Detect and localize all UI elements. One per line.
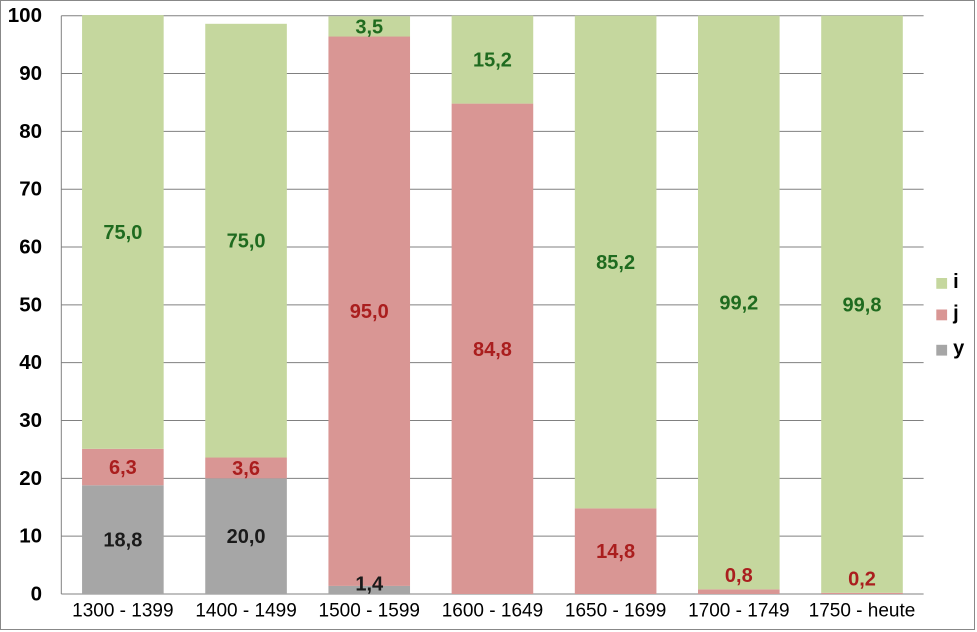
svg-text:75,0: 75,0 [227, 231, 266, 253]
svg-text:95,0: 95,0 [350, 301, 389, 323]
svg-text:10: 10 [19, 525, 42, 548]
svg-text:15,2: 15,2 [473, 50, 512, 72]
svg-text:1300 - 1399: 1300 - 1399 [72, 601, 173, 622]
svg-text:85,2: 85,2 [596, 252, 635, 274]
svg-text:100: 100 [8, 4, 42, 27]
svg-text:40: 40 [19, 351, 42, 374]
svg-text:1,4: 1,4 [355, 573, 384, 595]
svg-text:1750 - heute: 1750 - heute [809, 601, 916, 622]
svg-text:6,3: 6,3 [109, 457, 137, 479]
svg-text:0: 0 [31, 583, 42, 606]
svg-text:0,8: 0,8 [725, 565, 753, 587]
svg-text:20: 20 [19, 467, 42, 490]
svg-text:3,5: 3,5 [355, 16, 383, 38]
svg-text:14,8: 14,8 [596, 541, 635, 563]
svg-text:20,0: 20,0 [227, 526, 266, 548]
svg-text:99,8: 99,8 [843, 294, 882, 316]
svg-text:j: j [952, 302, 959, 324]
svg-text:1600 - 1649: 1600 - 1649 [442, 601, 543, 622]
svg-text:50: 50 [19, 293, 42, 316]
svg-text:1700 - 1749: 1700 - 1749 [688, 601, 789, 622]
svg-text:60: 60 [19, 236, 42, 259]
svg-text:18,8: 18,8 [103, 530, 142, 552]
svg-text:0,2: 0,2 [848, 569, 876, 591]
svg-text:70: 70 [19, 178, 42, 201]
svg-text:99,2: 99,2 [719, 293, 758, 315]
svg-text:84,8: 84,8 [473, 339, 512, 361]
svg-text:1400 - 1499: 1400 - 1499 [195, 601, 296, 622]
svg-text:i: i [953, 271, 959, 293]
svg-text:75,0: 75,0 [103, 222, 142, 244]
svg-text:30: 30 [19, 409, 42, 432]
svg-text:80: 80 [19, 120, 42, 143]
svg-text:1650 - 1699: 1650 - 1699 [565, 601, 666, 622]
svg-text:3,6: 3,6 [232, 458, 260, 480]
svg-text:1500 - 1599: 1500 - 1599 [319, 601, 420, 622]
svg-text:y: y [953, 338, 965, 360]
svg-text:90: 90 [19, 62, 42, 85]
